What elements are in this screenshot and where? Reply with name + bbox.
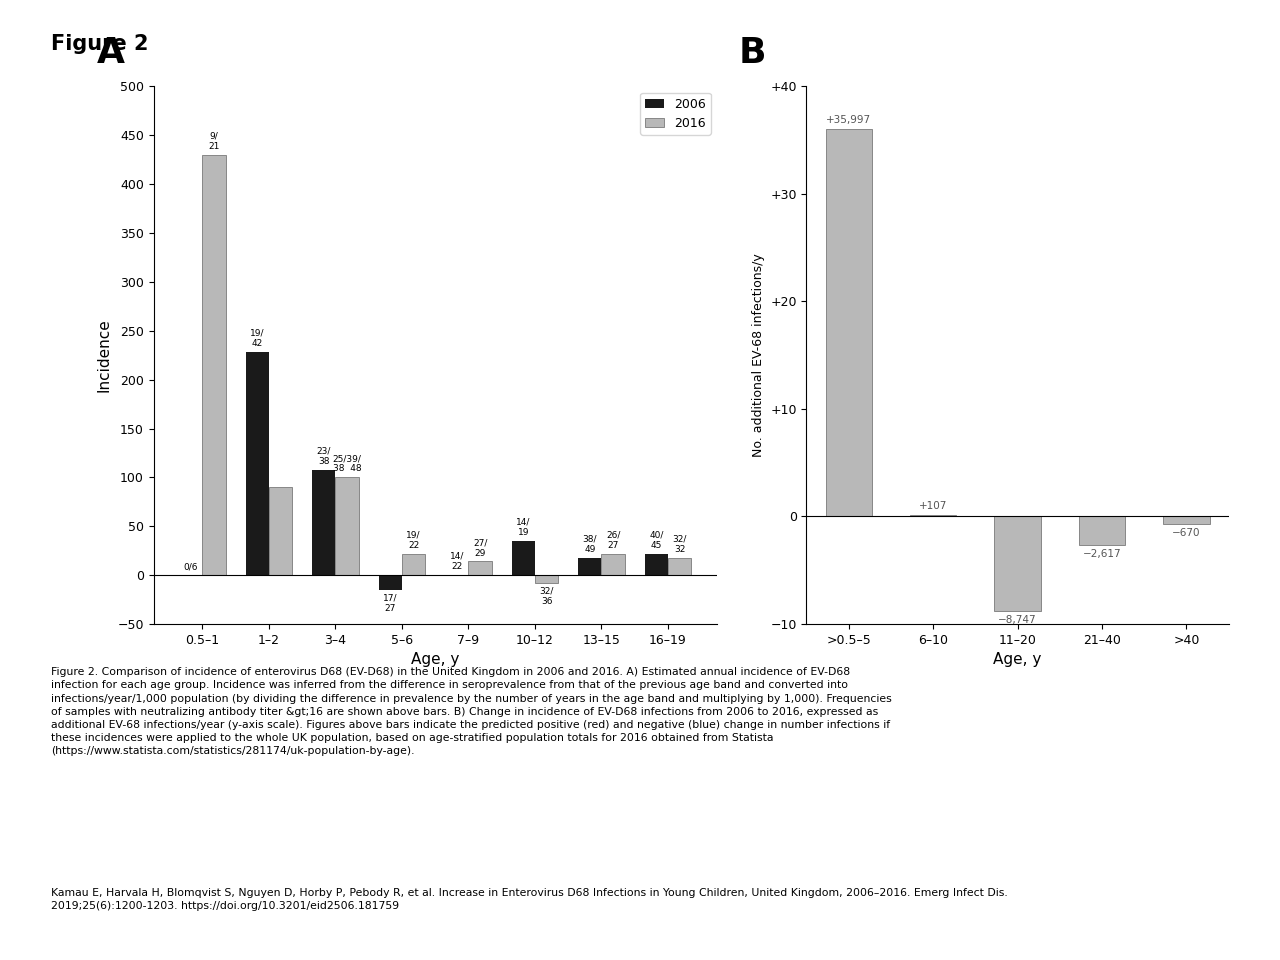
Text: 27/
29: 27/ 29 bbox=[472, 539, 488, 558]
Text: A: A bbox=[97, 36, 125, 70]
Text: 38/
49: 38/ 49 bbox=[582, 534, 596, 554]
Bar bbox=[1164, 516, 1210, 524]
Y-axis label: No. additional EV-68 infections/y: No. additional EV-68 infections/y bbox=[751, 253, 764, 457]
Bar bbox=[335, 477, 358, 575]
Text: 17/
27: 17/ 27 bbox=[383, 593, 398, 613]
Text: 0/6: 0/6 bbox=[183, 563, 198, 571]
Text: −8,747: −8,747 bbox=[998, 614, 1037, 625]
Text: 19/
22: 19/ 22 bbox=[406, 530, 421, 550]
Bar bbox=[468, 562, 492, 575]
Bar bbox=[579, 558, 602, 575]
Text: B: B bbox=[739, 36, 767, 70]
Text: 23/
38: 23/ 38 bbox=[316, 446, 332, 466]
Text: 32/
32: 32/ 32 bbox=[672, 534, 687, 554]
Bar bbox=[668, 558, 691, 575]
Text: −670: −670 bbox=[1172, 528, 1201, 538]
Bar bbox=[246, 352, 269, 575]
Bar bbox=[312, 469, 335, 575]
Bar bbox=[535, 575, 558, 583]
Bar bbox=[645, 554, 668, 575]
Text: 9/
21: 9/ 21 bbox=[209, 132, 220, 151]
Text: 14/
19: 14/ 19 bbox=[516, 517, 530, 537]
Text: 14/
22: 14/ 22 bbox=[449, 552, 463, 571]
X-axis label: Age, y: Age, y bbox=[993, 652, 1042, 667]
Text: −2,617: −2,617 bbox=[1083, 549, 1121, 559]
Bar bbox=[995, 516, 1041, 611]
Text: 19/
42: 19/ 42 bbox=[250, 329, 265, 348]
Bar bbox=[602, 554, 625, 575]
Text: 26/
27: 26/ 27 bbox=[605, 530, 621, 550]
Text: 32/
36: 32/ 36 bbox=[539, 587, 554, 607]
Legend: 2006, 2016: 2006, 2016 bbox=[640, 93, 710, 135]
Bar bbox=[202, 155, 225, 575]
Text: 25/39/
38  48: 25/39/ 38 48 bbox=[333, 454, 361, 473]
Bar bbox=[379, 575, 402, 589]
Text: +35,997: +35,997 bbox=[827, 115, 872, 125]
Bar bbox=[269, 487, 292, 575]
Y-axis label: Incidence: Incidence bbox=[97, 319, 111, 392]
Bar bbox=[512, 540, 535, 575]
Text: 40/
45: 40/ 45 bbox=[649, 530, 663, 550]
Bar bbox=[402, 554, 425, 575]
Text: Figure 2. Comparison of incidence of enterovirus D68 (EV-D68) in the United King: Figure 2. Comparison of incidence of ent… bbox=[51, 667, 892, 756]
Bar bbox=[826, 130, 872, 516]
Text: +107: +107 bbox=[919, 501, 947, 511]
Text: Kamau E, Harvala H, Blomqvist S, Nguyen D, Horby P, Pebody R, et al. Increase in: Kamau E, Harvala H, Blomqvist S, Nguyen … bbox=[51, 888, 1007, 911]
Bar bbox=[1079, 516, 1125, 544]
X-axis label: Age, y: Age, y bbox=[411, 652, 460, 667]
Text: Figure 2: Figure 2 bbox=[51, 34, 148, 54]
